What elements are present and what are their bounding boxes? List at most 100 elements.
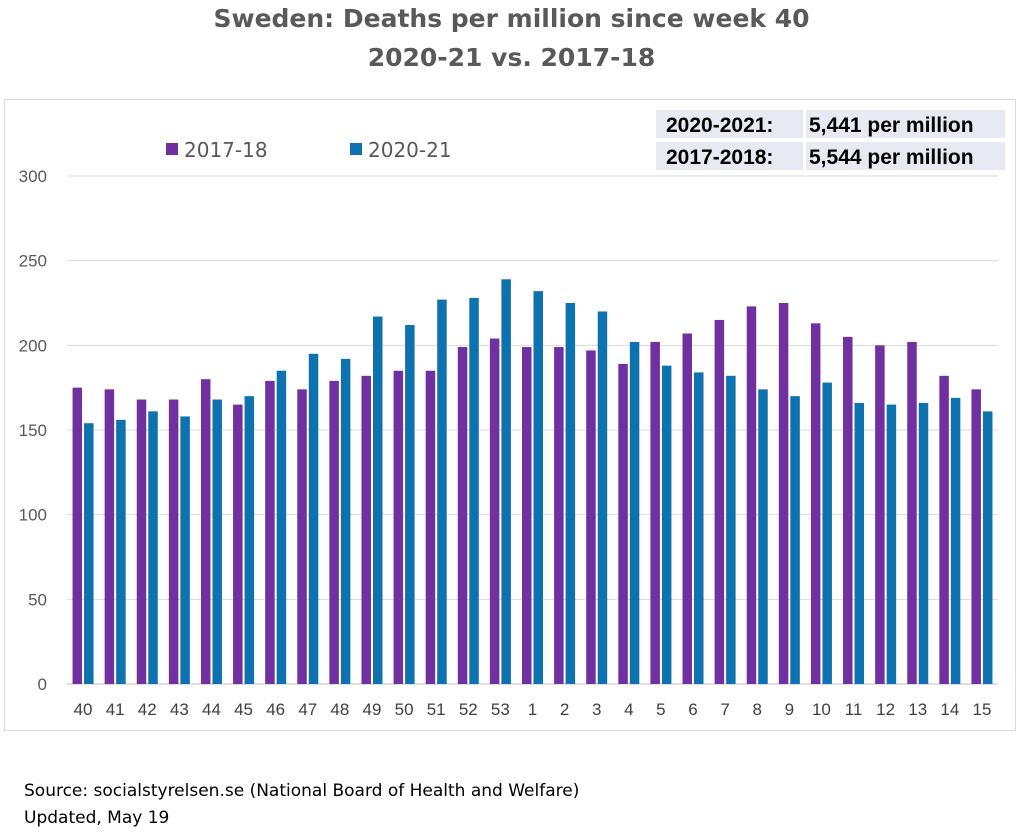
x-tick-label: 8 <box>752 700 761 719</box>
bar-2017-18-wk40 <box>72 387 83 684</box>
chart-subtitle: 2020-21 vs. 2017-18 <box>367 43 656 72</box>
bar-2017-18-wk43 <box>168 399 179 684</box>
bar-2020-21-wk9 <box>790 396 800 684</box>
x-tick-label: 11 <box>845 700 863 719</box>
y-tick-label: 150 <box>19 421 47 440</box>
bar-2017-18-wk12 <box>875 345 885 684</box>
bar-2020-21-wk5 <box>661 365 672 684</box>
bar-2017-18-wk3 <box>586 350 596 684</box>
bar-2017-18-wk50 <box>393 370 404 684</box>
bar-2020-21-wk11 <box>854 402 865 684</box>
bar-2020-21-wk14 <box>950 397 961 684</box>
x-tick-label: 15 <box>972 700 991 719</box>
legend-label: 2020-21 <box>368 138 452 162</box>
x-tick-label: 3 <box>592 700 601 719</box>
bar-2020-21-wk40 <box>84 423 94 684</box>
x-tick-label: 6 <box>688 700 697 719</box>
x-tick-label: 43 <box>170 700 189 719</box>
bar-2020-21-wk48 <box>340 358 351 684</box>
x-tick-label: 14 <box>940 700 959 719</box>
x-tick-label: 10 <box>812 700 831 719</box>
bar-2020-21-wk4 <box>629 341 640 684</box>
x-tick-label: 51 <box>427 700 446 719</box>
y-tick-label: 250 <box>19 252 47 271</box>
bar-2017-18-wk48 <box>329 380 339 684</box>
bar-2020-21-wk8 <box>758 389 768 684</box>
bar-2020-21-wk13 <box>918 402 929 684</box>
x-tick-label: 50 <box>395 700 414 719</box>
bar-2017-18-wk1 <box>522 347 532 684</box>
bar-2020-21-wk45 <box>244 396 255 684</box>
y-tick-label: 100 <box>19 506 47 525</box>
x-tick-label: 2 <box>560 700 569 719</box>
bar-2017-18-wk13 <box>907 341 917 684</box>
bar-2017-18-wk45 <box>233 404 243 684</box>
bar-2017-18-wk42 <box>136 399 147 684</box>
bar-2020-21-wk47 <box>308 353 319 684</box>
bar-2020-21-wk42 <box>148 411 158 684</box>
bar-2017-18-wk8 <box>746 306 757 684</box>
x-tick-label: 41 <box>106 700 125 719</box>
x-tick-label: 44 <box>202 700 221 719</box>
bar-2017-18-wk51 <box>425 370 436 684</box>
bar-2017-18-wk9 <box>778 303 789 684</box>
legend-label: 2017-18 <box>184 138 268 162</box>
x-tick-label: 47 <box>298 700 317 719</box>
bar-2017-18-wk5 <box>650 341 660 684</box>
bar-2020-21-wk15 <box>982 411 993 684</box>
chart-title: Sweden: Deaths per million since week 40 <box>213 4 810 33</box>
y-tick-label: 200 <box>19 336 47 355</box>
y-tick-label: 300 <box>19 167 47 186</box>
y-tick-label: 0 <box>38 675 47 694</box>
bar-2020-21-wk52 <box>469 297 479 684</box>
bar-2017-18-wk10 <box>810 323 821 684</box>
bar-2020-21-wk12 <box>886 404 897 684</box>
x-tick-label: 40 <box>74 700 93 719</box>
bar-2017-18-wk2 <box>554 347 564 684</box>
bar-2017-18-wk52 <box>457 347 468 684</box>
x-tick-label: 9 <box>785 700 794 719</box>
bar-2017-18-wk6 <box>682 333 693 684</box>
bar-2017-18-wk7 <box>714 319 725 684</box>
x-tick-label: 12 <box>876 700 895 719</box>
bar-2020-21-wk10 <box>822 382 832 684</box>
bar-2017-18-wk44 <box>200 379 211 684</box>
bar-2020-21-wk50 <box>405 325 415 684</box>
summary-row-2017-18: 2017-2018: 5,544 per million <box>656 142 1005 170</box>
bar-2017-18-wk4 <box>618 363 628 684</box>
bar-2020-21-wk46 <box>276 370 287 684</box>
bar-2020-21-wk51 <box>437 299 447 684</box>
updated-note: Updated, May 19 <box>24 808 170 828</box>
bar-2020-21-wk3 <box>597 311 608 684</box>
x-tick-label: 13 <box>908 700 927 719</box>
x-tick-label: 42 <box>138 700 157 719</box>
x-tick-label: 1 <box>528 700 537 719</box>
source-note: Source: socialstyrelsen.se (National Boa… <box>24 781 580 801</box>
bar-2017-18-wk49 <box>361 375 371 684</box>
x-tick-label: 46 <box>266 700 285 719</box>
bar-2020-21-wk2 <box>565 303 576 684</box>
x-tick-label: 4 <box>624 700 633 719</box>
summary-label: 2017-2018: <box>656 142 803 170</box>
bar-2020-21-wk44 <box>212 399 222 684</box>
bar-2017-18-wk47 <box>297 389 307 684</box>
bar-2020-21-wk6 <box>694 372 704 684</box>
bar-2020-21-wk1 <box>533 291 543 684</box>
x-tick-label: 52 <box>459 700 478 719</box>
x-tick-label: 5 <box>656 700 665 719</box>
bar-2017-18-wk41 <box>104 389 115 684</box>
y-tick-label: 50 <box>28 590 47 609</box>
bar-2020-21-wk7 <box>726 375 736 684</box>
bar-2020-21-wk43 <box>180 416 190 684</box>
bar-2017-18-wk53 <box>489 338 500 684</box>
x-tick-label: 49 <box>363 700 382 719</box>
summary-row-2020-21: 2020-2021: 5,441 per million <box>656 110 1005 138</box>
legend-swatch-2017-18 <box>166 143 178 155</box>
summary-value: 5,544 per million <box>806 142 1005 170</box>
summary-value: 5,441 per million <box>806 110 1005 138</box>
bar-2020-21-wk53 <box>501 279 511 684</box>
x-tick-label: 53 <box>491 700 510 719</box>
bar-2020-21-wk41 <box>116 419 126 684</box>
bar-2020-21-wk49 <box>372 316 383 684</box>
